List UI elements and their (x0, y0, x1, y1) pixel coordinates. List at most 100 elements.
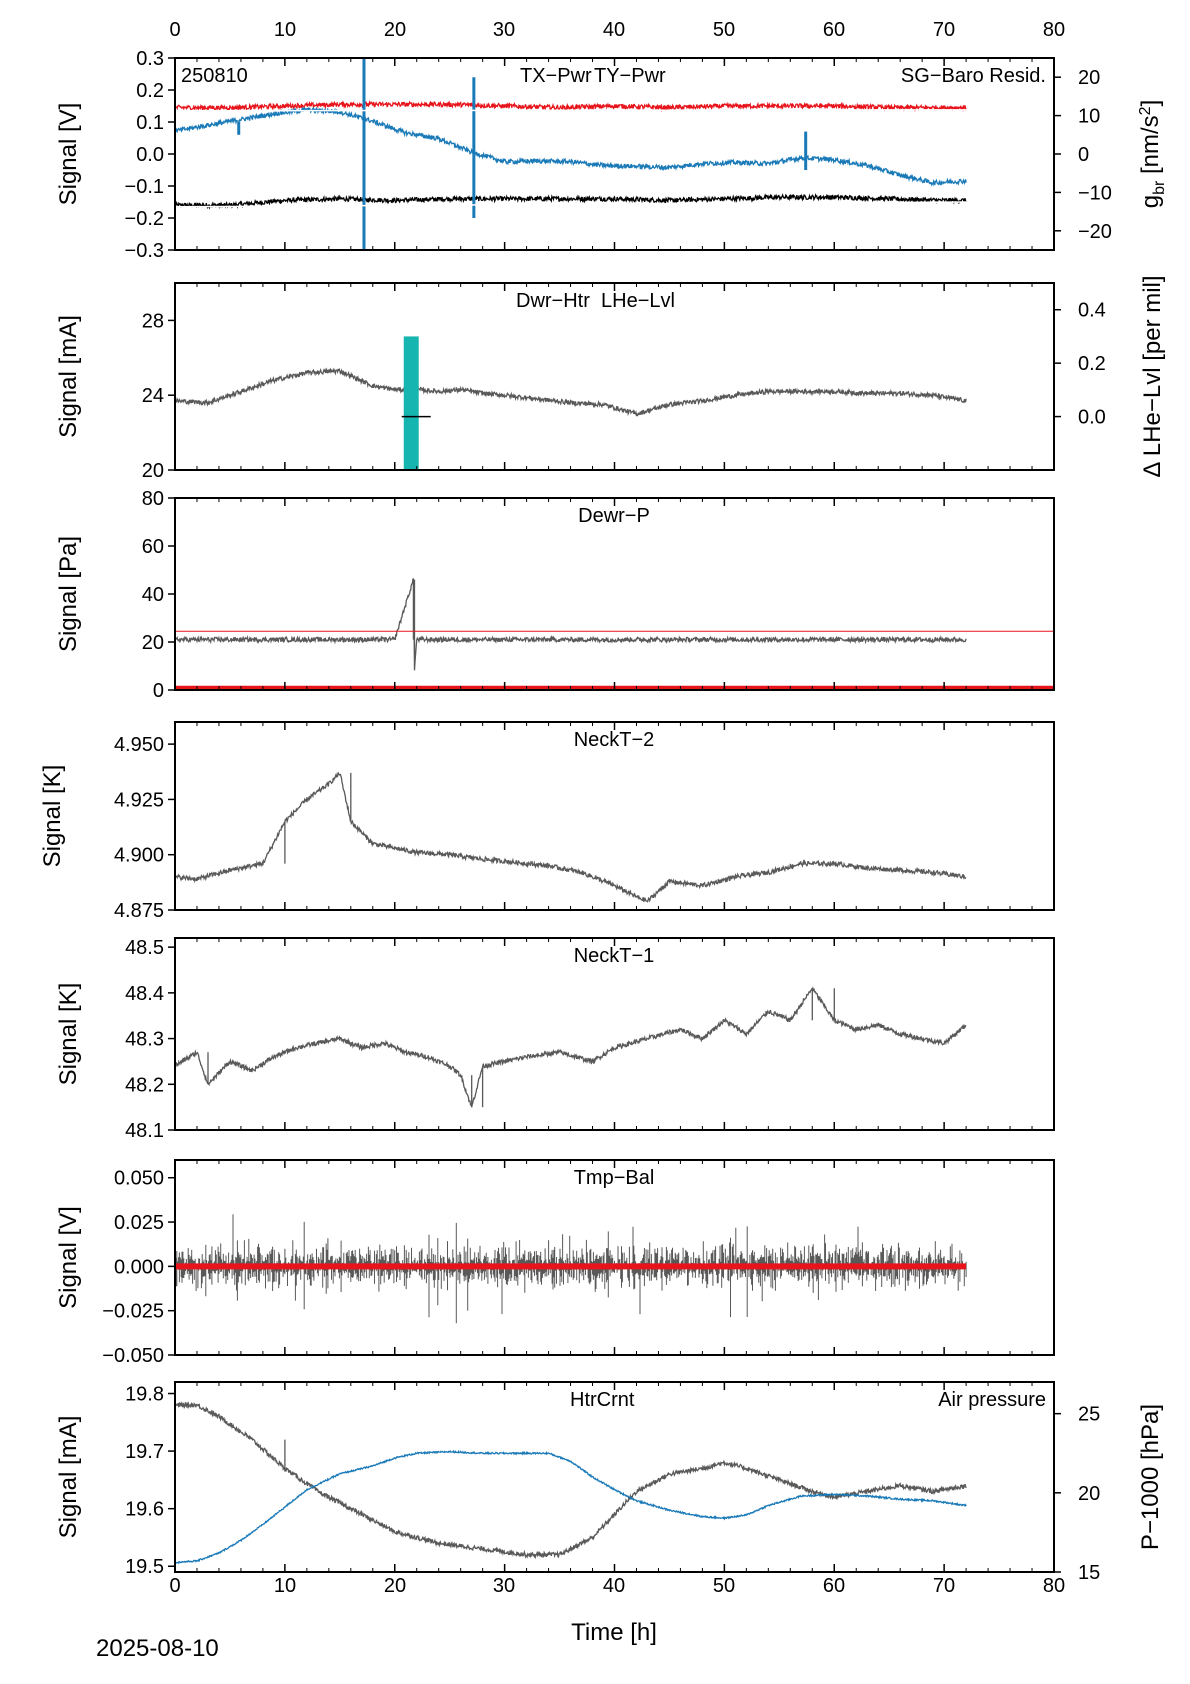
series-ty-pwr (175, 99, 967, 113)
y-tick-label: 0.0 (136, 144, 164, 166)
legend-label: Tmp−Bal (574, 1167, 655, 1189)
legend-label: Air pressure (938, 1389, 1046, 1411)
series-neckt-1 (175, 985, 967, 1108)
legend-label: HtrCrnt (570, 1389, 635, 1411)
y-right-axis-title: P−1000 [hPa] (1137, 1404, 1164, 1550)
legend-label: TY−Pwr (594, 65, 666, 87)
bottom-x-tick-10: 10 (274, 1575, 296, 1597)
plot-area (175, 1401, 967, 1565)
series-neckt-2 (175, 772, 967, 903)
panel-p1: 0.3 0.2 0.1 0.0 −0.1 −0.2 −0.3 20 10 0 −10 −20 Signa… (55, 48, 1168, 262)
y-right-title-sup: 2 (1137, 106, 1154, 115)
legend-label: NeckT−2 (574, 729, 655, 751)
y-axis-title: Signal [mA] (55, 315, 82, 438)
y-axis-title: Signal [K] (39, 765, 66, 868)
ty-pwr-fit (175, 109, 967, 112)
plot-area (175, 578, 1054, 690)
top-x-tick-60: 60 (823, 19, 845, 41)
top-x-tick-0: 0 (169, 19, 180, 41)
panel-p5: 48.5 48.4 48.3 48.2 48.1 Signal [K] NeckT−1 (55, 937, 1055, 1142)
legend-label: TX−Pwr (520, 65, 592, 87)
y-tick-label: 24 (142, 385, 164, 407)
legend-label: Dewr−P (578, 505, 650, 527)
bottom-x-tick-70: 70 (933, 1575, 955, 1597)
bottom-x-tick-80: 80 (1043, 1575, 1065, 1597)
y-tick-label: 20 (142, 632, 164, 654)
y-tick-label: −0.1 (125, 176, 164, 198)
bottom-x-tick-0: 0 (169, 1575, 180, 1597)
y-tick-label: −0.3 (125, 240, 164, 262)
bottom-x-tick-60: 60 (823, 1575, 845, 1597)
y-tick-label: 19.6 (125, 1499, 164, 1521)
y-tick-label: 48.4 (125, 983, 164, 1005)
top-x-tick-70: 70 (933, 19, 955, 41)
y-axis-title: Signal [mA] (55, 1416, 82, 1539)
plot-area (175, 336, 967, 470)
series-dewr-p (175, 578, 967, 671)
top-x-tick-40: 40 (603, 19, 625, 41)
y-right-tick-label: 20 (1078, 67, 1100, 89)
y-tick-label: 4.875 (114, 900, 164, 922)
bottom-x-tick-50: 50 (713, 1575, 735, 1597)
y-axis-title: Signal [V] (55, 1206, 82, 1309)
plot-area (175, 772, 967, 903)
top-x-tick-30: 30 (493, 19, 515, 41)
y-tick-label: 19.7 (125, 1441, 164, 1463)
top-x-tick-80: 80 (1043, 19, 1065, 41)
top-x-tick-labels: 0 10 20 30 40 50 60 70 80 (169, 19, 1065, 41)
panel-p3: 80 60 40 20 0 Signal [Pa] Dewr−P (55, 488, 1055, 702)
y-tick-label: 0 (153, 680, 164, 702)
plot-area (175, 985, 967, 1108)
series-tx-pwr (175, 193, 967, 210)
bottom-x-tick-20: 20 (384, 1575, 406, 1597)
panel-p7: 19.8 19.7 19.6 19.5 25 20 15 Signal [mA] P−1000 … (55, 1381, 1164, 1584)
y-tick-label: 0.050 (114, 1168, 164, 1190)
y-tick-label: 0.3 (136, 48, 164, 70)
date-label: 2025-08-10 (96, 1635, 219, 1662)
lhe-level-bar (403, 336, 419, 470)
legend-label: Dwr−Htr (516, 290, 590, 312)
series-sg-baro-resid- (175, 106, 967, 187)
plot-area (175, 1214, 967, 1324)
y-tick-label: −0.2 (125, 208, 164, 230)
y-tick-label: 4.950 (114, 734, 164, 756)
y-tick-label: 28 (142, 310, 164, 332)
y-right-title-main: g (1137, 195, 1164, 208)
y-axis-title: Signal [V] (55, 103, 82, 206)
y-right-tick-label: 0 (1078, 144, 1089, 166)
y-tick-label: 0.1 (136, 112, 164, 134)
y-tick-label: 20 (142, 460, 164, 482)
bottom-x-tick-labels: 0 10 20 30 40 50 60 70 80 (169, 1575, 1065, 1597)
y-tick-label: 60 (142, 536, 164, 558)
series-air-pressure (175, 1449, 967, 1565)
series-htrcrnt (175, 1401, 967, 1560)
y-tick-label: 4.900 (114, 845, 164, 867)
y-right-tick-label: 0.0 (1078, 407, 1106, 429)
y-tick-label: 48.5 (125, 937, 164, 959)
y-right-axis-title: Δ LHe−Lvl [per mil] (1139, 275, 1166, 477)
bottom-x-tick-30: 30 (493, 1575, 515, 1597)
legend-label: SG−Baro Resid. (901, 65, 1046, 87)
y-tick-label: 0.025 (114, 1212, 164, 1234)
y-axis-title: Signal [Pa] (55, 536, 82, 652)
y-tick-label: 40 (142, 584, 164, 606)
panel-p6: 0.050 0.025 0.000 −0.025 −0.050 Signal [V] Tmp… (55, 1159, 1055, 1367)
top-x-tick-20: 20 (384, 19, 406, 41)
y-tick-label: 48.3 (125, 1029, 164, 1051)
y-right-tick-label: 0.2 (1078, 353, 1106, 375)
y-right-tick-label: 0.4 (1078, 300, 1106, 322)
y-right-tick-label: −20 (1078, 221, 1112, 243)
top-x-tick-50: 50 (713, 19, 735, 41)
panel-p2: 28 24 20 0.4 0.2 0.0 Signal [mA] Δ LHe−Lvl [per… (55, 275, 1166, 482)
y-axis-title: Signal [K] (55, 983, 82, 1086)
panel-annotation: 250810 (181, 65, 248, 87)
y-tick-label: 19.5 (125, 1556, 164, 1578)
y-tick-label: 48.2 (125, 1074, 164, 1096)
y-right-tick-label: 10 (1078, 106, 1100, 128)
y-tick-label: 0.000 (114, 1256, 164, 1278)
panels: 0.30.20.10.0−0.1−0.2−0.320100−10−20Signa… (39, 48, 1168, 1584)
y-tick-label: 19.8 (125, 1384, 164, 1406)
y-right-tick-label: 15 (1078, 1562, 1100, 1584)
series-dwr-htr (175, 367, 967, 417)
y-tick-label: 48.1 (125, 1120, 164, 1142)
